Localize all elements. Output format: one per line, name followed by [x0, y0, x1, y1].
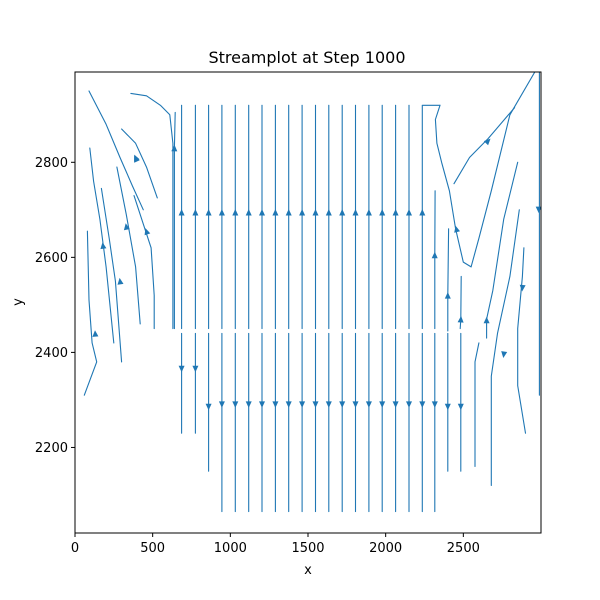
stream-arrow [259, 209, 265, 216]
stream-arrow [431, 251, 438, 259]
stream-arrow [218, 401, 225, 408]
y-tick-label: 2200 [35, 441, 68, 456]
stream-arrow [205, 403, 212, 411]
stream-arrow [178, 209, 185, 216]
x-tick-label: 2500 [447, 541, 480, 556]
streamline [100, 187, 123, 363]
stream-arrow [285, 209, 292, 216]
stream-arrow [100, 242, 107, 250]
stream-arrow [192, 365, 199, 373]
y-tick-label: 2600 [35, 251, 68, 266]
stream-arrow [431, 401, 438, 408]
stream-arrow [299, 401, 306, 408]
stream-arrow [406, 401, 412, 408]
stream-arrow [325, 401, 332, 408]
stream-arrow [519, 284, 526, 292]
stream-arrow [457, 403, 464, 411]
x-axis-label: x [304, 563, 312, 578]
stream-arrow [444, 292, 451, 299]
streamline [83, 230, 98, 396]
stream-arrow [352, 209, 359, 216]
stream-arrow [444, 403, 451, 411]
stream-arrow [535, 206, 541, 214]
stream-arrow [392, 209, 399, 216]
stream-arrow [501, 351, 508, 358]
streamline [121, 128, 158, 199]
streamline [474, 342, 480, 468]
stream-arrow [218, 209, 225, 216]
chart-title: Streamplot at Step 1000 [208, 48, 405, 67]
stream-arrow [325, 209, 332, 216]
x-tick-label: 1000 [214, 541, 247, 556]
stream-arrow [312, 209, 319, 216]
stream-arrow [379, 401, 386, 408]
streamline [453, 107, 516, 185]
streamline [486, 161, 519, 339]
streamline [434, 72, 536, 268]
stream-arrow [406, 209, 412, 216]
stream-arrow [339, 209, 346, 216]
plot-area [83, 72, 541, 513]
stream-arrow [272, 401, 279, 408]
stream-arrow [259, 401, 265, 408]
stream-arrow [178, 365, 185, 373]
stream-arrow [339, 401, 346, 408]
stream-arrow [285, 401, 292, 408]
streamline [133, 195, 155, 330]
stream-arrow [365, 401, 372, 408]
stream-arrow [134, 155, 140, 163]
streamline [88, 90, 144, 211]
x-tick-label: 500 [140, 541, 165, 556]
stream-arrow [117, 277, 124, 285]
stream-arrow [379, 209, 386, 216]
stream-arrow [365, 209, 372, 216]
streamline [89, 147, 115, 344]
streamline [490, 209, 520, 487]
x-tick-label: 1500 [291, 541, 324, 556]
stream-arrow [457, 315, 464, 323]
stream-arrow [392, 401, 399, 408]
y-axis-label: y [11, 298, 26, 306]
stream-arrow [272, 209, 279, 216]
stream-arrow [123, 223, 130, 231]
stream-arrow [299, 209, 306, 216]
stream-arrow [419, 401, 426, 408]
stream-arrow [352, 401, 359, 408]
stream-arrow [312, 401, 319, 408]
streamline [130, 92, 174, 330]
streamline [517, 247, 527, 434]
y-tick-label: 2400 [35, 346, 68, 361]
stream-arrow [232, 401, 239, 408]
stream-arrow [454, 225, 460, 233]
stream-arrow [419, 209, 426, 216]
streamline [116, 166, 141, 325]
stream-arrow [144, 228, 151, 236]
stream-arrow [245, 209, 252, 216]
stream-arrow [483, 316, 490, 324]
stream-arrow [205, 209, 212, 216]
stream-arrow [483, 138, 491, 146]
stream-arrow [192, 209, 199, 216]
stream-arrow [92, 330, 99, 337]
x-axis: 0 500 1000 1500 2000 2500 [71, 533, 480, 556]
x-tick-label: 0 [71, 541, 79, 556]
y-axis: 2200 2400 2600 2800 [35, 156, 75, 456]
stream-arrow [232, 209, 239, 216]
stream-arrow [245, 401, 252, 408]
y-tick-label: 2800 [35, 156, 68, 171]
x-tick-label: 2000 [369, 541, 402, 556]
